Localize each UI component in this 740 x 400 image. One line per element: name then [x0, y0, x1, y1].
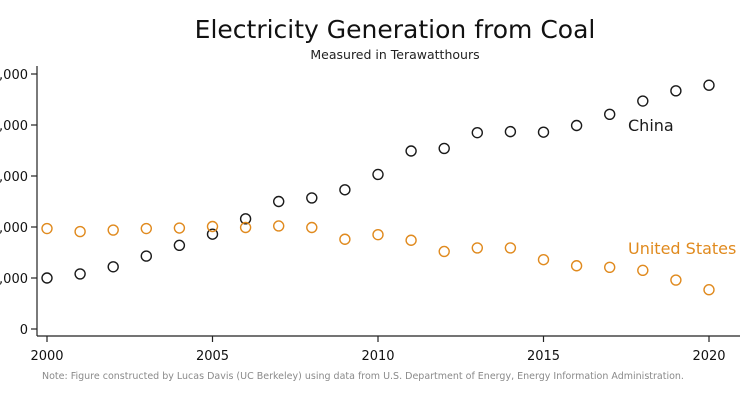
point-china	[206, 228, 219, 240]
point-united-states	[504, 242, 517, 254]
x-ticks: 2000 2005 2010 2015 2020	[30, 336, 726, 364]
point-china	[438, 142, 450, 155]
point-united-states	[438, 245, 450, 258]
point-china	[173, 239, 186, 252]
y-tick-label: 4,000	[0, 119, 28, 134]
point-united-states	[670, 274, 682, 286]
point-china	[504, 125, 517, 138]
point-china	[140, 250, 153, 262]
series-label-china: China	[628, 116, 674, 135]
point-china	[703, 79, 715, 91]
point-china	[372, 168, 384, 181]
point-china	[41, 272, 53, 284]
data-points	[41, 79, 715, 296]
point-united-states	[239, 221, 252, 234]
point-china	[537, 126, 550, 138]
point-united-states	[537, 253, 550, 266]
point-china	[74, 268, 86, 280]
point-china	[604, 108, 616, 120]
point-united-states	[471, 242, 483, 254]
point-united-states	[140, 222, 153, 235]
point-china	[339, 184, 351, 196]
chart-title: Electricity Generation from Coal	[195, 15, 596, 44]
x-tick-label: 2015	[527, 349, 560, 364]
point-united-states	[306, 221, 318, 234]
y-tick-label: 2,000	[0, 221, 28, 236]
chart-subtitle: Measured in Terawatthours	[310, 47, 479, 62]
point-united-states	[372, 228, 384, 241]
point-united-states	[339, 233, 351, 245]
point-china	[405, 145, 417, 157]
x-tick-label: 2000	[30, 349, 63, 364]
point-china	[107, 261, 119, 273]
x-tick-label: 2010	[361, 349, 394, 364]
x-tick-label: 2005	[196, 349, 229, 364]
point-china	[570, 119, 583, 132]
y-tick-label: 3,000	[0, 170, 28, 185]
point-china	[637, 95, 649, 107]
y-tick-label: 5,000	[0, 68, 28, 83]
point-united-states	[107, 224, 119, 236]
point-united-states	[273, 220, 285, 232]
chart-note: Note: Figure constructed by Lucas Davis …	[42, 371, 684, 382]
point-united-states	[637, 264, 649, 277]
y-ticks: 0 1,000 2,000 3,000 4,000 5,000	[0, 68, 37, 338]
point-united-states	[173, 222, 186, 234]
y-tick-label: 0	[20, 323, 28, 338]
point-china	[306, 192, 318, 204]
point-united-states	[703, 284, 715, 296]
point-china	[670, 85, 682, 97]
axes	[36, 66, 740, 337]
x-tick-label: 2020	[692, 349, 725, 364]
point-china	[471, 126, 483, 139]
point-united-states	[570, 260, 583, 272]
point-united-states	[405, 234, 417, 246]
point-united-states	[74, 225, 86, 238]
y-tick-label: 1,000	[0, 272, 28, 287]
point-china	[273, 195, 285, 208]
point-united-states	[604, 261, 616, 273]
point-china	[239, 213, 252, 225]
point-united-states	[41, 222, 53, 235]
point-united-states	[206, 220, 219, 233]
series-label-united-states: United States	[628, 239, 736, 258]
